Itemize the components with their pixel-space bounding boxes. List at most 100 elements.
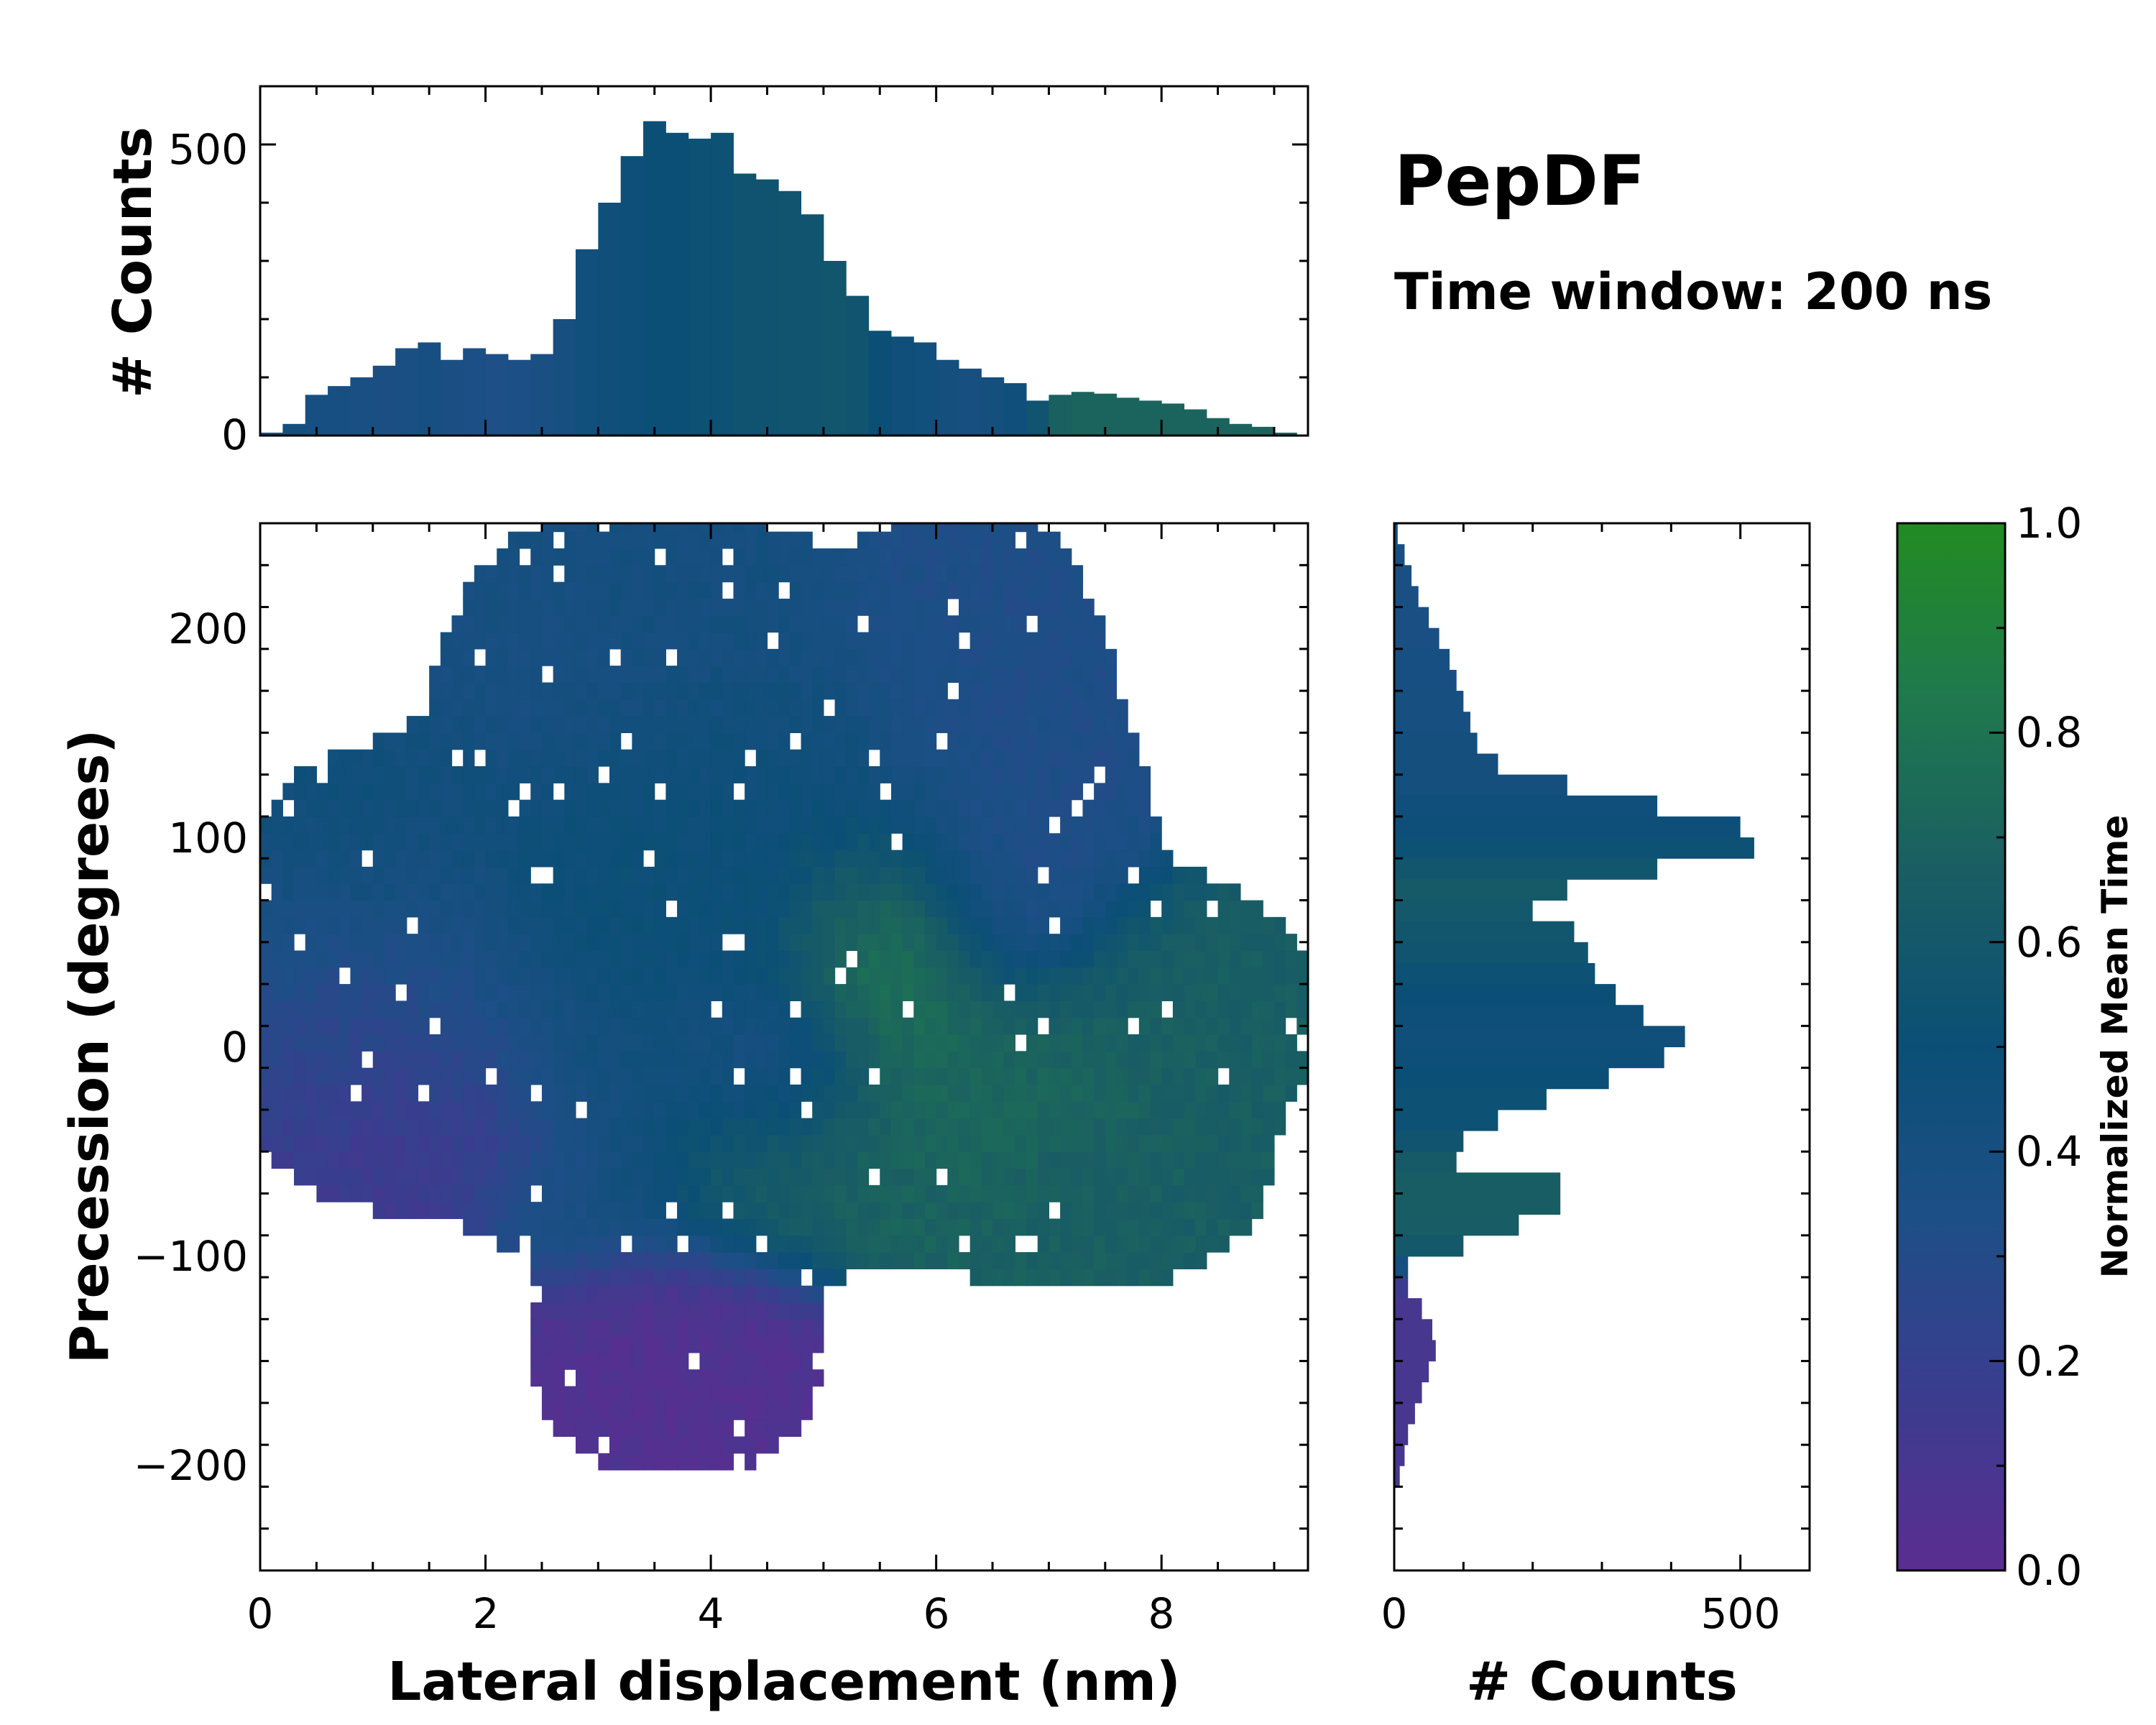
heatmap-cell-1481 — [677, 581, 689, 599]
heatmap-cell-1425 — [665, 581, 678, 599]
heatmap-cell-780 — [541, 1302, 554, 1320]
heatmap-cell-792 — [541, 1101, 554, 1119]
heatmap-cell-3465 — [1195, 934, 1207, 952]
heatmap-cell-248 — [372, 1084, 385, 1102]
heatmap-cell-3471 — [1206, 1218, 1219, 1236]
heatmap-cell-672 — [507, 766, 520, 783]
heatmap-cell-3399 — [1172, 1235, 1185, 1253]
heatmap-cell-2149 — [823, 934, 836, 952]
heatmap-cell-1898 — [767, 984, 779, 1001]
heatmap-cell-3162 — [1082, 749, 1095, 767]
heatmap-cell-544 — [474, 916, 487, 934]
heatmap-cell-412 — [429, 732, 441, 750]
heatmap-cell-1747 — [733, 716, 745, 733]
heatmap-cell-2916 — [1015, 523, 1027, 533]
heatmap-cell-1067 — [598, 1034, 610, 1052]
heatmap-cell-503 — [463, 950, 475, 968]
heatmap-cell-2866 — [1003, 632, 1015, 650]
heatmap-cell-1570 — [699, 984, 711, 1001]
heatmap-cell-2501 — [913, 766, 926, 783]
heatmap-cell-3464 — [1195, 950, 1207, 968]
heatmap-cell-1435 — [677, 1369, 689, 1387]
heatmap-cell-492 — [463, 1134, 475, 1152]
heatmap-cell-1374 — [654, 531, 666, 549]
heatmap-cell-2335 — [868, 615, 880, 633]
heatmap-cell-1982 — [789, 1352, 802, 1370]
heatmap-cell-518 — [463, 699, 475, 717]
heatmap-cell-3334 — [1138, 950, 1151, 968]
heatmap-cell-599 — [485, 615, 497, 633]
heatmap-cell-2057 — [801, 900, 813, 918]
heatmap-cell-1517 — [688, 916, 701, 934]
heatmap-cell-3601 — [1285, 1084, 1297, 1102]
heatmap-cell-2577 — [936, 984, 948, 1001]
heatmap-cell-238 — [361, 783, 374, 801]
heatmap-cell-1397 — [665, 1084, 678, 1102]
heatmap-cell-812 — [541, 749, 554, 767]
heatmap-cell-1375 — [654, 523, 666, 533]
heatmap-cell-1355 — [654, 883, 666, 901]
heatmap-cell-3046 — [1060, 1269, 1072, 1287]
heatmap-cell-1117 — [609, 1118, 622, 1136]
heatmap-cell-2757 — [981, 934, 993, 952]
heatmap-cell-620 — [497, 950, 509, 968]
heatmap-cell-1384 — [665, 1319, 678, 1337]
heatmap-cell-3350 — [1150, 1202, 1162, 1220]
heatmap-cell-318 — [395, 866, 407, 884]
heatmap-cell-125 — [316, 967, 328, 985]
heatmap-cell-3113 — [1071, 883, 1084, 901]
heatmap-cell-3041 — [1049, 598, 1061, 616]
heatmap-cell-3566 — [1251, 984, 1263, 1001]
heatmap-cell-1490 — [688, 1386, 701, 1404]
heatmap-cell-916 — [564, 766, 576, 783]
heatmap-cell-1228 — [632, 1118, 644, 1136]
heatmap-cell-70 — [294, 1051, 306, 1069]
heatmap-cell-3285 — [1128, 1252, 1140, 1269]
heatmap-cell-499 — [463, 1017, 475, 1035]
heatmap-cell-2486 — [913, 1017, 926, 1035]
heatmap-cell-1658 — [722, 1402, 734, 1420]
heatmap-cell-717 — [519, 699, 531, 717]
heatmap-cell-1552 — [699, 1285, 711, 1303]
heatmap-cell-3522 — [1229, 1051, 1241, 1069]
heatmap-cell-909 — [564, 883, 576, 901]
heatmap-cell-2690 — [959, 523, 971, 533]
heatmap-cell-3378 — [1161, 1184, 1174, 1202]
heatmap-cell-148 — [328, 1000, 340, 1018]
heatmap-cell-3381 — [1161, 1134, 1174, 1152]
heatmap-cell-151 — [328, 950, 340, 968]
heatmap-cell-2474 — [913, 1218, 926, 1236]
heatmap-cell-1587 — [699, 699, 711, 717]
heatmap-cell-822 — [541, 565, 554, 583]
heatmap-cell-2928 — [1026, 1067, 1038, 1085]
heatmap-cell-2980 — [1037, 934, 1050, 952]
heatmap-cell-666 — [507, 883, 520, 901]
heatmap-cell-1041 — [586, 531, 599, 549]
heatmap-cell-2560 — [924, 531, 937, 549]
heatmap-cell-1065 — [598, 1067, 610, 1085]
heatmap-cell-3351 — [1150, 1184, 1162, 1202]
heatmap-cell-2032 — [801, 1352, 813, 1370]
heatmap-cell-3030 — [1049, 783, 1061, 801]
heatmap-cell-910 — [564, 866, 576, 884]
heatmap-cell-2874 — [1015, 1269, 1027, 1287]
heatmap-cell-3042 — [1049, 581, 1061, 599]
heatmap-cell-1299 — [643, 883, 655, 901]
heatmap-cell-2573 — [936, 1051, 948, 1069]
heatmap-cell-1957 — [778, 883, 791, 901]
heatmap-cell-2751 — [981, 1034, 993, 1052]
heatmap-cell-2279 — [857, 883, 870, 901]
heatmap-cell-1724 — [733, 1151, 745, 1169]
heatmap-cell-869 — [553, 682, 565, 700]
heatmap-cell-2404 — [890, 916, 903, 934]
heatmap-cell-2953 — [1026, 648, 1038, 666]
heatmap-cell-3141 — [1082, 1118, 1095, 1136]
heatmap-cell-3557 — [1251, 1134, 1263, 1152]
heatmap-cell-1857 — [755, 732, 768, 750]
heatmap-cell-1599 — [711, 1453, 723, 1471]
heatmap-cell-1493 — [688, 1319, 701, 1337]
heatmap-cell-1363 — [654, 732, 666, 750]
right-hist-bar-26 — [1394, 1067, 1609, 1090]
heatmap-cell-1650 — [711, 581, 723, 599]
heatmap-cell-3174 — [1094, 1235, 1106, 1253]
